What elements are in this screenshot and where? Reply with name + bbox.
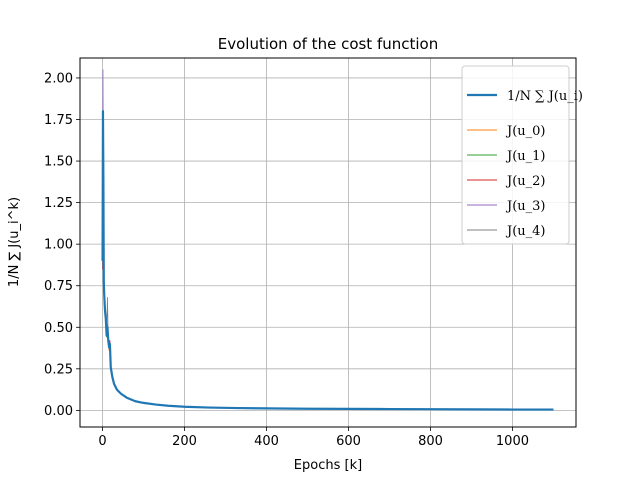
plot-frame bbox=[79, 57, 577, 428]
series-line bbox=[101, 110, 554, 411]
y-tick-label: 0.75 bbox=[44, 279, 73, 294]
x-tick-label: 1000 bbox=[496, 434, 529, 449]
y-axis-label: 1/N ∑ J(u_i^k) bbox=[7, 197, 22, 287]
y-tick-label: 1.75 bbox=[44, 113, 73, 128]
y-tick-label: 1.00 bbox=[44, 238, 73, 253]
x-tick-label: 800 bbox=[418, 434, 443, 449]
series-lines bbox=[101, 69, 554, 411]
legend-label: J(u_2) bbox=[505, 174, 546, 189]
x-tick-label: 600 bbox=[336, 434, 361, 449]
x-axis-label: Epochs [k] bbox=[294, 458, 362, 473]
y-tick-label: 0.00 bbox=[44, 404, 73, 419]
x-tick-label: 400 bbox=[254, 434, 279, 449]
x-tick-label: 200 bbox=[172, 434, 197, 449]
legend-label: J(u_3) bbox=[505, 199, 546, 214]
legend-label: J(u_0) bbox=[505, 124, 546, 139]
legend-box bbox=[461, 65, 570, 245]
x-tick-label: 0 bbox=[98, 434, 106, 449]
legend-label: J(u_1) bbox=[505, 149, 546, 164]
y-tick-label: 0.50 bbox=[44, 321, 73, 336]
legend: 1/N ∑ J(u_i) J(u_0) J(u_1) J(u_2) J(u_3) J(u_… bbox=[461, 65, 583, 245]
legend-label: 1/N ∑ J(u_i) bbox=[507, 89, 583, 104]
legend-label: J(u_4) bbox=[505, 224, 546, 239]
y-tick-label: 2.00 bbox=[44, 71, 73, 86]
axis-ticks: 0 200 400 600 800 1000 0.00 0.25 0.50 0.75 1.00 1.2… bbox=[44, 71, 529, 449]
y-tick-label: 1.25 bbox=[44, 196, 73, 211]
chart-title: Evolution of the cost function bbox=[218, 35, 438, 53]
y-tick-label: 0.25 bbox=[44, 362, 73, 377]
y-tick-label: 1.50 bbox=[44, 155, 73, 170]
